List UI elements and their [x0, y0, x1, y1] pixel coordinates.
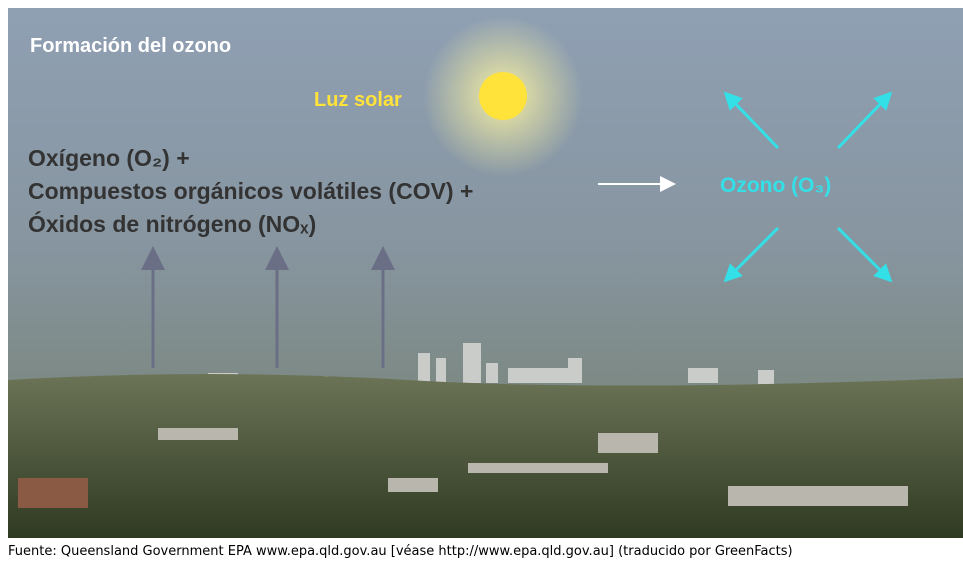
- ozone-figure: Formación del ozono Luz solar Oxígeno (O…: [8, 8, 963, 538]
- sun: [479, 72, 527, 120]
- reactant: Oxígeno (O₂) +: [28, 145, 190, 171]
- reactant: Óxidos de nitrógeno (NOₓ): [28, 210, 316, 237]
- product-label: Ozono (O₃): [720, 174, 831, 197]
- figure-title: Formación del ozono: [30, 35, 231, 57]
- reactant: Compuestos orgánicos volátiles (COV) +: [28, 178, 473, 204]
- page: Formación del ozono Luz solar Oxígeno (O…: [0, 0, 963, 583]
- landscape: [8, 374, 963, 538]
- sunlight-label: Luz solar: [314, 89, 402, 111]
- caption: Fuente: Queensland Government EPA www.ep…: [8, 543, 963, 583]
